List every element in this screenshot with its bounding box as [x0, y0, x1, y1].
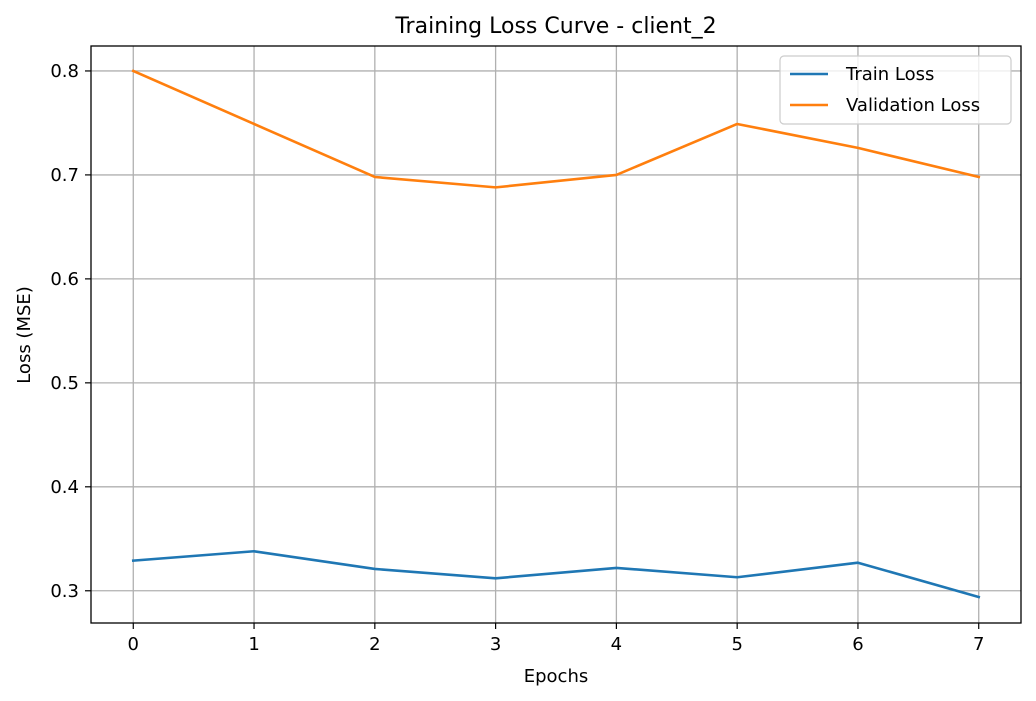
y-tick-label: 0.5	[50, 373, 79, 394]
series-layer	[131, 69, 981, 599]
series-line-validation-loss	[131, 69, 981, 189]
y-axis-label: Loss (MSE)	[14, 286, 35, 384]
legend-label-validation-loss: Validation Loss	[846, 95, 980, 116]
x-tick-label: 3	[490, 634, 501, 655]
x-tick-label: 6	[852, 634, 863, 655]
legend-label-train-loss: Train Loss	[845, 64, 934, 85]
x-tick-label: 1	[248, 634, 259, 655]
x-tick-label: 0	[128, 634, 139, 655]
x-axis-label: Epochs	[524, 666, 589, 687]
y-tick-label: 0.8	[50, 61, 79, 82]
x-tick-label: 2	[369, 634, 380, 655]
x-tick-label: 5	[731, 634, 742, 655]
y-tick-label: 0.3	[50, 581, 79, 602]
x-tick-label: 7	[973, 634, 984, 655]
y-tick-label: 0.6	[50, 269, 79, 290]
y-tick-label: 0.4	[50, 477, 79, 498]
legend-box	[779, 55, 1012, 125]
legend: Train Loss Validation Loss	[779, 55, 1012, 125]
chart-title: Training Loss Curve - client_2	[394, 14, 716, 39]
series-line-train-loss	[131, 549, 981, 599]
y-axis-ticks: 0.3 0.4 0.5 0.6 0.7 0.8	[50, 61, 91, 602]
x-axis-ticks: 0 1 2 3 4 5 6 7	[128, 623, 984, 655]
y-tick-label: 0.7	[50, 165, 79, 186]
plot-frame	[90, 45, 1022, 624]
grid-lines	[91, 46, 1021, 623]
x-tick-label: 4	[611, 634, 622, 655]
